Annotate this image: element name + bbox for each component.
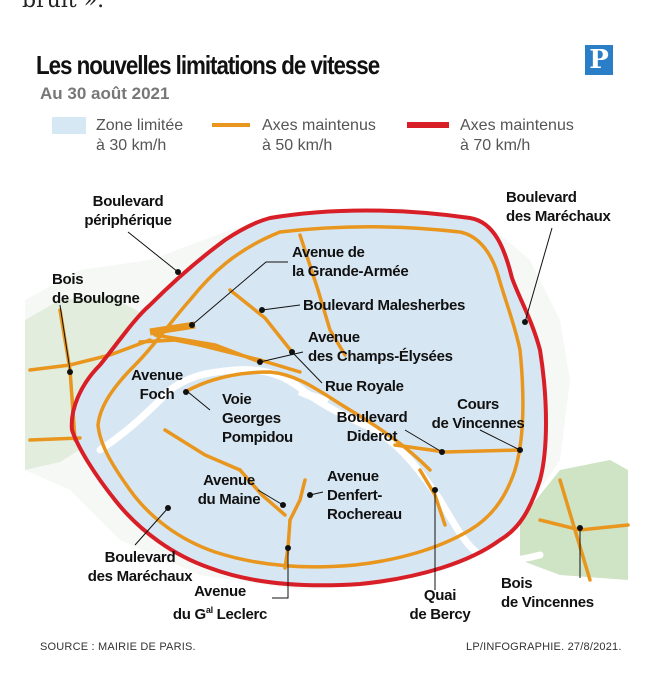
label-voie-georges-pompidou: Voie Georges Pompidou (222, 391, 293, 446)
seine-river (96, 366, 544, 565)
leader-maine (257, 489, 284, 506)
legend-swatch-50kmh (212, 123, 250, 127)
legend-swatch-70kmh (407, 122, 449, 128)
bois-de-vincennes-area (520, 460, 628, 580)
footer-source: SOURCE : MAIRIE DE PARIS. (40, 641, 196, 653)
leader-marechaux-sw (134, 507, 169, 546)
leader-royale (291, 351, 323, 384)
boulevard-marechaux-ring (96, 225, 525, 569)
legend-label-70kmh: Axes maintenus à 70 km/h (460, 117, 574, 154)
leader-marechaux-ne (524, 227, 553, 323)
leader-peripherique (127, 231, 179, 273)
cropped-article-text: bruit ». (22, 0, 105, 13)
legend-label-30kmh: Zone limitée à 30 km/h (96, 117, 184, 154)
vincennes-road-2 (558, 478, 592, 582)
voie-pompidou-line (183, 370, 432, 472)
label-boulevard-marechaux-ne: Boulevard des Maréchaux (506, 189, 611, 225)
boulogne-road-3 (28, 436, 82, 442)
map-subtitle: Au 30 août 2021 (40, 84, 170, 103)
label-bois-de-vincennes: Bois de Vincennes (501, 575, 594, 611)
leader-malesherbes (261, 304, 301, 311)
boulevard-malesherbes-line (228, 288, 294, 354)
avenue-denfert-line (288, 478, 307, 522)
leader-leclerc (272, 548, 289, 599)
legend-swatch-30kmh (52, 117, 86, 134)
porte-maillot-thick-segment (149, 321, 196, 336)
leader-champs (259, 351, 304, 363)
label-bois-de-boulogne: Bois de Boulogne (52, 271, 140, 307)
seine-island (298, 388, 330, 406)
label-boulevard-diderot: Boulevard Diderot (336, 409, 408, 445)
label-boulevard-marechaux-sw: Boulevard des Maréchaux (87, 549, 193, 585)
leader-grande-armee (191, 261, 288, 326)
label-rue-royale: Rue Royale (325, 378, 404, 395)
label-avenue-general-leclerc: Avenue du Gal Leclerc (172, 583, 268, 623)
label-boulevard-malesherbes: Boulevard Malesherbes (303, 297, 466, 314)
footer-credit: LP/INFOGRAPHIE. 27/8/2021. (466, 641, 622, 653)
boulevard-south-line (163, 428, 242, 472)
leader-pompidou (187, 391, 211, 411)
axes-50kmh (28, 225, 630, 582)
avenue-foch-line (138, 338, 202, 347)
leader-boulogne (59, 304, 71, 371)
label-avenue-foch: Avenue Foch (131, 367, 183, 403)
leader-diderot (404, 429, 443, 453)
map-title: Les nouvelles limitations de vitesse (36, 50, 380, 80)
label-cours-de-vincennes: Cours de Vincennes (431, 396, 525, 432)
legend-label-50kmh: Axes maintenus à 50 km/h (262, 117, 376, 154)
boulogne-road-1 (28, 338, 152, 372)
label-avenue-denfert-rochereau: Avenue Denfert- Rochereau (327, 468, 402, 523)
leader-dots (67, 269, 583, 551)
label-boulevard-peripherique: Boulevard périphérique (84, 193, 172, 229)
label-avenue-champs-elysees: Avenue des Champs-Élysées (308, 329, 453, 365)
label-quai-de-bercy: Quai de Bercy (409, 587, 471, 623)
avenue-maine-line (238, 468, 287, 517)
boulevard-north-line (298, 233, 347, 357)
leader-lines (59, 227, 581, 599)
label-avenue-du-maine: Avenue du Maine (197, 472, 261, 508)
boulevard-peripherique-ring (69, 208, 548, 588)
leader-vincennes-cours (479, 429, 521, 451)
label-avenue-grande-armee: Avenue de la Grande-Armée (292, 244, 409, 280)
le-parisien-logo: P (585, 45, 613, 75)
